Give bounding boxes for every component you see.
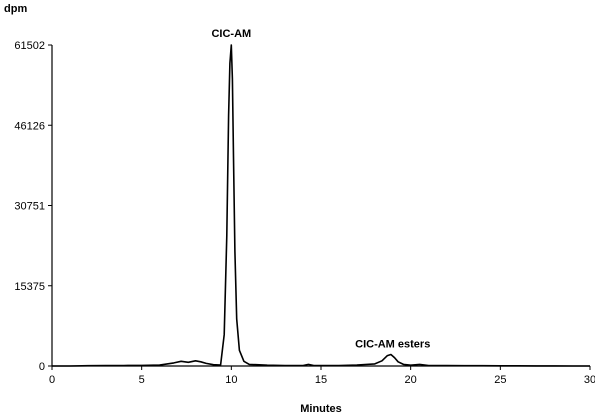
annotations: CIC-AM CIC-AM esters [211, 28, 430, 351]
x-ticks: 0 5 10 15 20 25 30 [49, 366, 595, 386]
y-ticks: 0 15375 30751 46126 61502 [14, 40, 52, 373]
y-axis-title: dpm [4, 3, 27, 15]
x-axis-title: Minutes [300, 403, 342, 415]
y-tick-label: 46126 [14, 120, 45, 132]
x-tick-label: 10 [225, 374, 237, 386]
y-tick-label: 61502 [14, 40, 45, 52]
x-tick-label: 30 [584, 374, 595, 386]
x-tick-label: 25 [494, 374, 506, 386]
y-tick-label: 30751 [14, 201, 45, 213]
chromatogram-trace [52, 44, 590, 367]
x-tick-label: 5 [139, 374, 145, 386]
peak-label-cic-am: CIC-AM [211, 28, 251, 40]
y-tick-label: 0 [39, 361, 45, 373]
peak-label-cic-am-esters: CIC-AM esters [355, 339, 430, 351]
x-tick-label: 15 [315, 374, 327, 386]
x-tick-label: 20 [405, 374, 417, 386]
x-tick-label: 0 [49, 374, 55, 386]
axes [51, 45, 590, 367]
y-tick-label: 15375 [14, 281, 45, 293]
